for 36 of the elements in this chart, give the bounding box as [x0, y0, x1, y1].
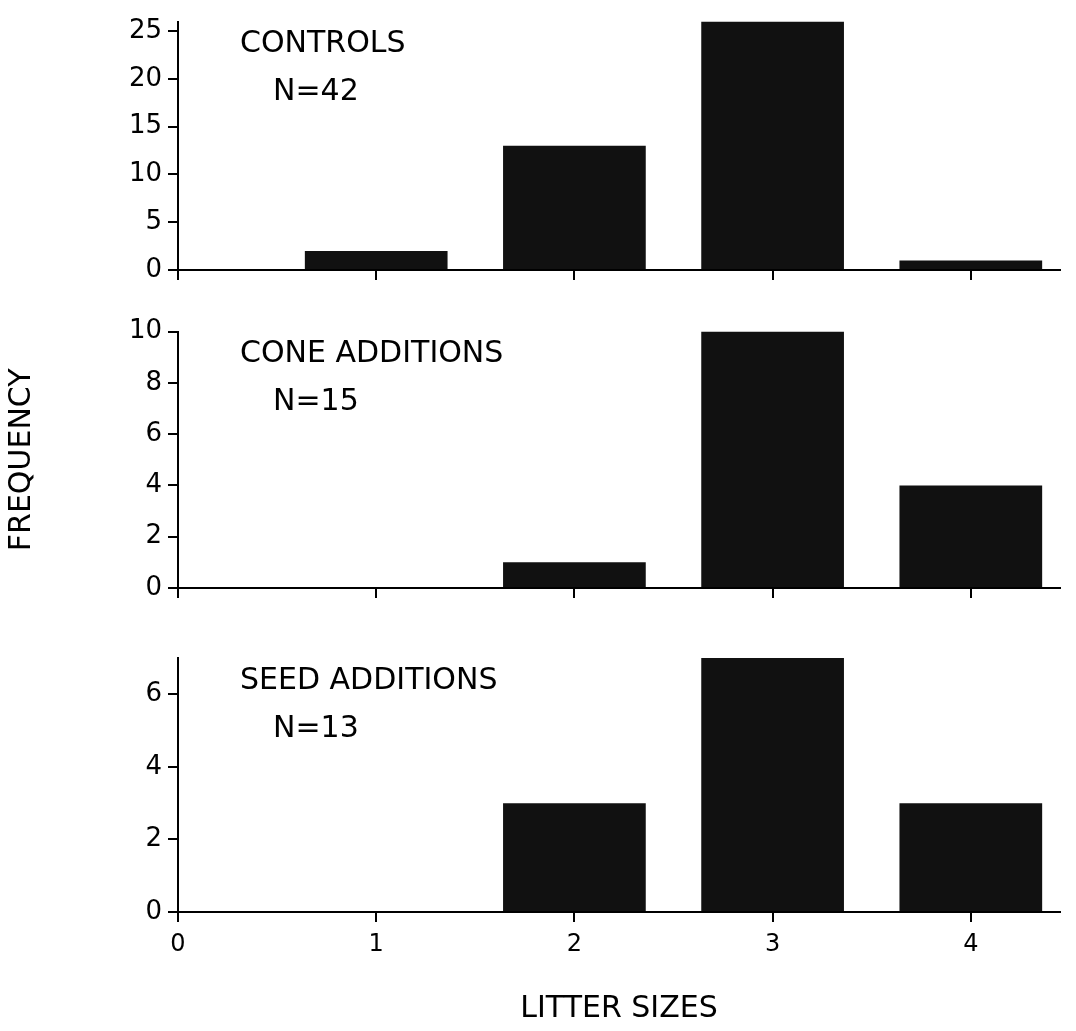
- annotation: N=15: [273, 382, 359, 418]
- bar: [899, 260, 1043, 269]
- annotation: CONTROLS: [240, 24, 406, 60]
- bar: [503, 145, 646, 269]
- y-tick-label: 20: [128, 61, 162, 92]
- y-tick-label: 4: [145, 468, 162, 499]
- y-tick-label: 10: [128, 314, 162, 345]
- y-tick-label: 4: [145, 749, 162, 780]
- bar: [304, 250, 448, 269]
- y-tick-label: 6: [145, 677, 162, 708]
- y-tick-label: 8: [145, 365, 162, 396]
- x-tick-label: 4: [963, 928, 979, 957]
- y-tick-label: 0: [145, 570, 162, 601]
- y-tick-label: 2: [145, 822, 162, 853]
- x-tick-label: 3: [764, 928, 781, 957]
- bar: [899, 485, 1043, 587]
- x-tick-label: 0: [170, 928, 186, 957]
- y-tick-label: 15: [128, 109, 162, 140]
- annotation: N=13: [273, 708, 359, 744]
- bar: [503, 562, 646, 587]
- annotation: CONE ADDITIONS: [240, 334, 504, 370]
- bar: [701, 331, 844, 587]
- x-tick-label: 2: [566, 928, 583, 957]
- y-axis-title: FREQUENCY: [1, 367, 37, 552]
- x-axis-title: LITTER SIZES: [520, 988, 718, 1024]
- annotation: N=42: [273, 72, 359, 108]
- y-tick-label: 6: [145, 416, 162, 447]
- y-tick-label: 10: [128, 157, 162, 188]
- y-tick-label: 0: [145, 894, 162, 925]
- x-tick-label: 1: [368, 928, 384, 957]
- y-tick-label: 0: [145, 252, 162, 283]
- y-tick-label: 2: [145, 519, 162, 550]
- bar: [701, 21, 844, 269]
- y-tick-label: 5: [145, 204, 162, 235]
- annotation: SEED ADDITIONS: [240, 660, 498, 696]
- y-tick-label: 25: [128, 13, 162, 44]
